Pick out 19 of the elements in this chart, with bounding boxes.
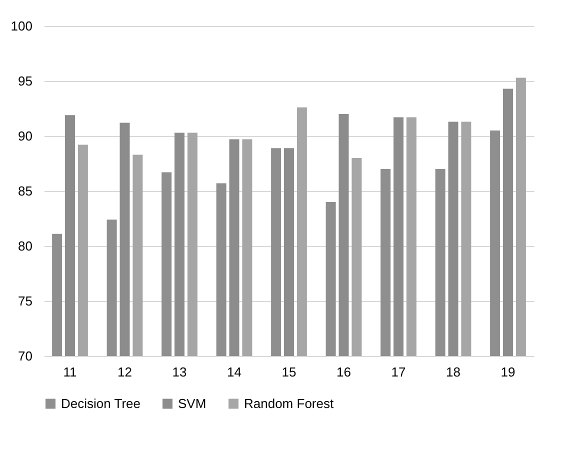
legend-label: Random Forest — [244, 396, 334, 411]
legend-label: Decision Tree — [61, 396, 140, 411]
y-tick-label: 80 — [18, 238, 32, 254]
x-tick-label: 11 — [63, 364, 77, 380]
x-tick-label: 15 — [282, 364, 296, 380]
y-tick-label: 95 — [18, 74, 32, 88]
x-tick-label: 18 — [446, 364, 460, 380]
y-tick-label: 75 — [18, 294, 32, 308]
y-tick-label: 70 — [18, 348, 32, 364]
legend-label: SVM — [178, 396, 206, 411]
x-tick-label: 17 — [391, 364, 406, 380]
x-tick-label: 16 — [336, 364, 351, 380]
x-tick-label: 19 — [500, 364, 516, 380]
x-tick-label: 13 — [172, 364, 187, 380]
y-tick-label: 100 — [10, 18, 32, 34]
y-tick-label: 85 — [18, 184, 32, 198]
x-tick-label: 14 — [227, 364, 242, 380]
y-tick-label: 90 — [18, 128, 32, 144]
x-tick-label: 12 — [118, 364, 132, 380]
